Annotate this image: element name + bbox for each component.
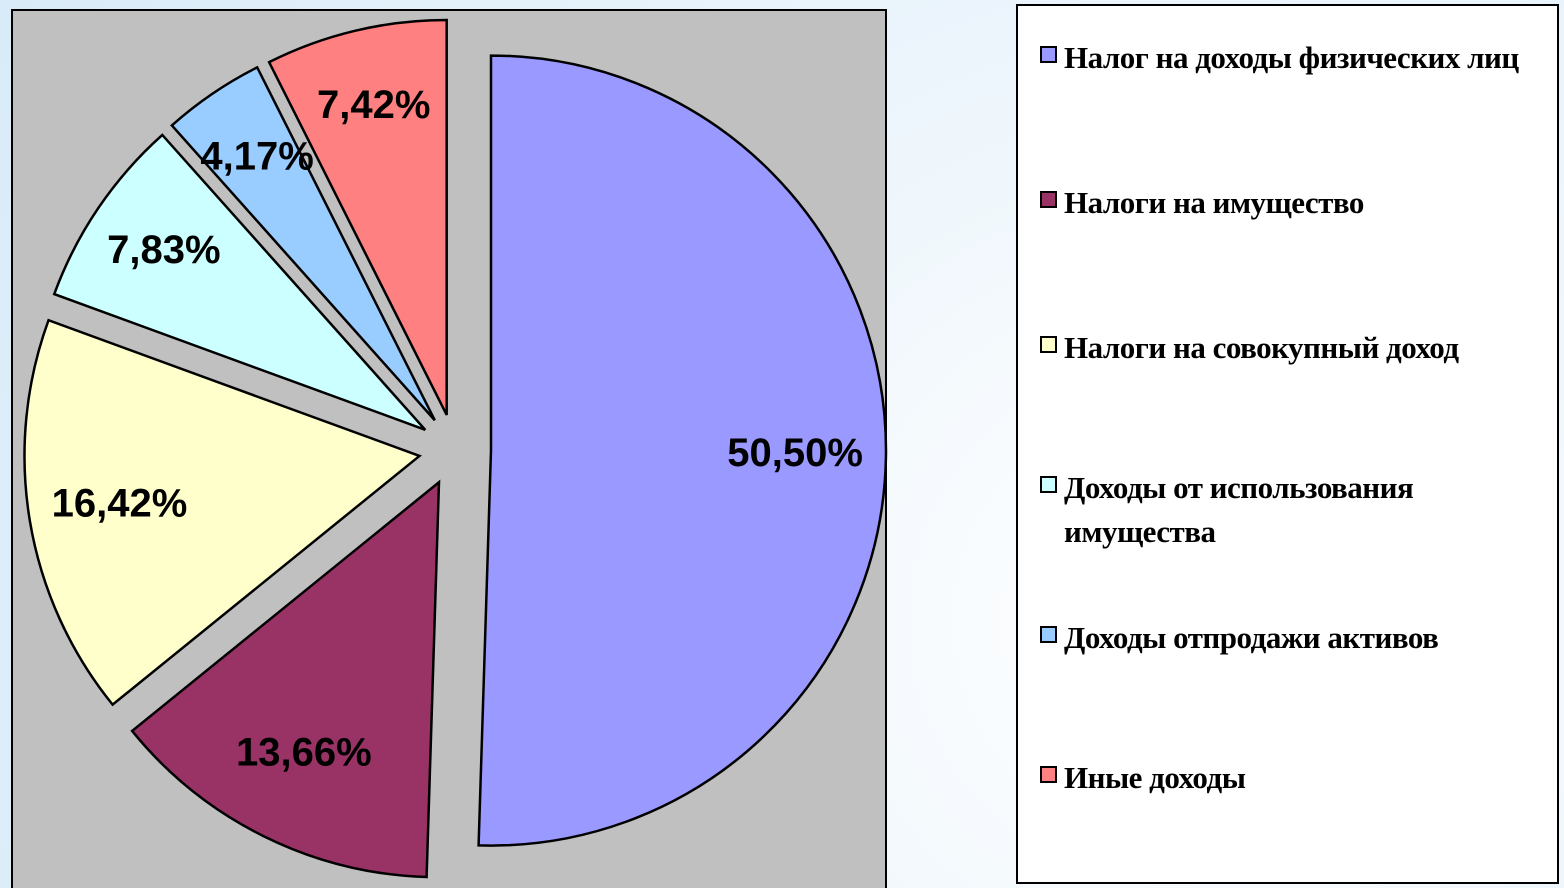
legend-swatch (1040, 46, 1057, 63)
legend-item: Налог на доходы физических лиц (1040, 36, 1553, 80)
pie-slice (23, 318, 422, 707)
legend: Налог на доходы физических лиц Налоги на … (1016, 4, 1559, 884)
pie-slice (477, 54, 888, 847)
pie-slice (267, 18, 448, 416)
legend-swatch (1040, 476, 1057, 493)
slice-label: 4,17% (200, 134, 313, 178)
slice-label: 50,50% (727, 431, 863, 475)
legend-label: Иные доходы (1064, 760, 1246, 795)
legend-label: Доходы отпродажи активов (1064, 620, 1439, 655)
legend-label: Налоги на совокупный доход (1064, 330, 1459, 365)
slice-label: 13,66% (236, 730, 372, 774)
legend-label: Налог на доходы физических лиц (1064, 40, 1519, 75)
legend-swatch (1040, 766, 1057, 783)
legend-swatch (1040, 626, 1057, 643)
legend-swatch (1040, 336, 1057, 353)
legend-item: Доходы от использования имущества (1040, 466, 1553, 554)
pie-slice (130, 479, 441, 879)
slice-label: 7,83% (107, 228, 220, 272)
legend-item: Налоги на совокупный доход (1040, 326, 1553, 370)
chart: 50,50% 13,66% 16,42% 7,83% 4,17%7,42% (11, 9, 888, 888)
slice-label: 16,42% (52, 482, 188, 526)
legend-label: Налоги на имущество (1064, 185, 1364, 220)
legend-item: Иные доходы (1040, 756, 1553, 800)
pie-slice (52, 133, 427, 431)
legend-label: Доходы от использования имущества (1064, 470, 1414, 549)
legend-item: Доходы отпродажи активов (1040, 616, 1553, 660)
pie-slice (170, 65, 436, 422)
legend-swatch (1040, 191, 1057, 208)
legend-item: Налоги на имущество (1040, 181, 1553, 225)
slice-label: 7,42% (317, 83, 430, 127)
